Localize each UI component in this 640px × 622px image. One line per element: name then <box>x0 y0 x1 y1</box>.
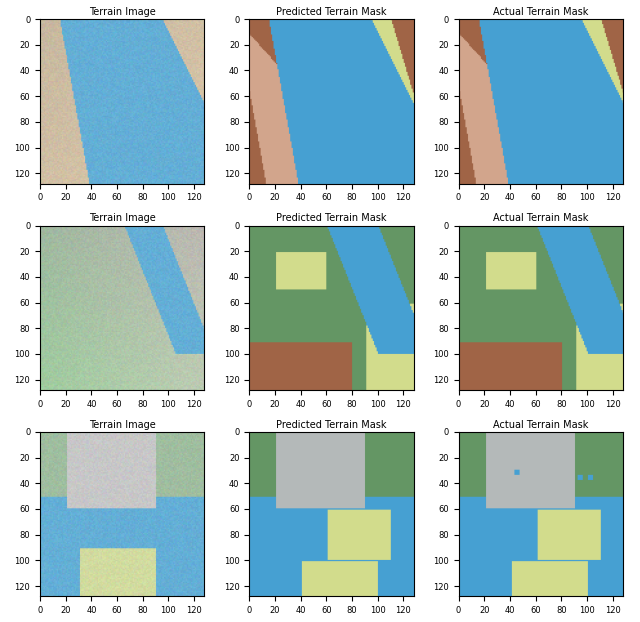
Title: Terrain Image: Terrain Image <box>89 420 156 430</box>
Title: Predicted Terrain Mask: Predicted Terrain Mask <box>276 420 387 430</box>
Title: Actual Terrain Mask: Actual Terrain Mask <box>493 213 588 223</box>
Title: Terrain Image: Terrain Image <box>89 7 156 17</box>
Title: Predicted Terrain Mask: Predicted Terrain Mask <box>276 213 387 223</box>
Title: Actual Terrain Mask: Actual Terrain Mask <box>493 420 588 430</box>
Title: Actual Terrain Mask: Actual Terrain Mask <box>493 7 588 17</box>
Title: Predicted Terrain Mask: Predicted Terrain Mask <box>276 7 387 17</box>
Title: Terrain Image: Terrain Image <box>89 213 156 223</box>
